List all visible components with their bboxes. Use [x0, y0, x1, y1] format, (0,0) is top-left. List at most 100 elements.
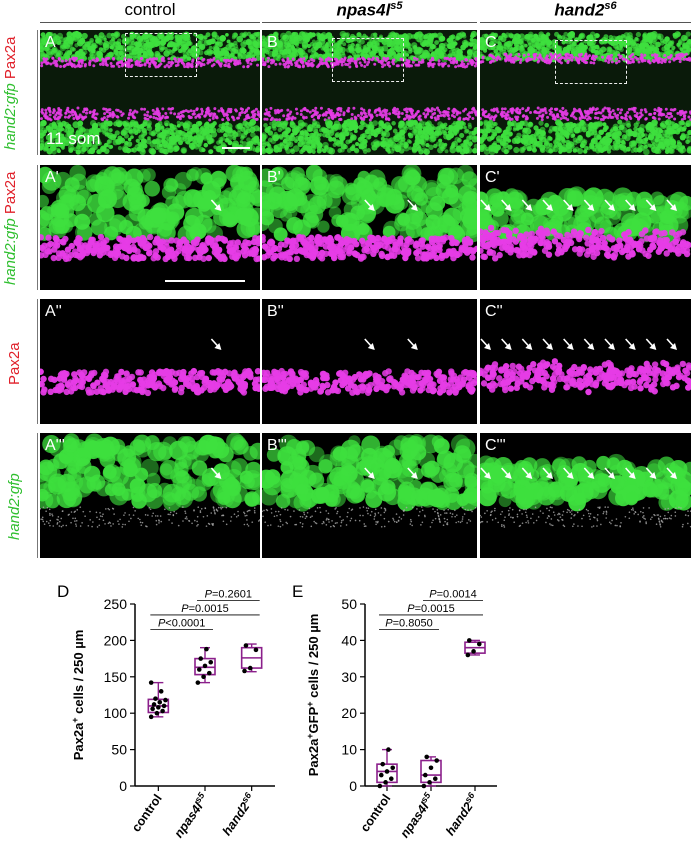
y-tick-label: 50: [111, 742, 127, 758]
arrow-marker: [210, 338, 222, 350]
arrow-marker: [407, 199, 418, 211]
scale-bar: [222, 147, 250, 149]
data-point: [201, 674, 206, 680]
data-point: [427, 780, 432, 785]
panel-label: A: [45, 34, 56, 51]
zoom-region-box: [332, 38, 404, 82]
row-label-A1: hand2:gfp Pax2a: [2, 172, 19, 285]
column-header-npas4l: npas4ls5: [262, 0, 477, 21]
data-point: [156, 705, 161, 710]
hand2-name: hand2: [554, 0, 605, 20]
data-point: [150, 706, 155, 712]
arrow-marker: [501, 338, 512, 350]
micrograph-image: [262, 30, 477, 155]
data-point: [163, 697, 168, 703]
data-point: [153, 696, 158, 701]
p-value-label: P=0.2601: [205, 588, 252, 600]
data-point: [208, 659, 214, 665]
panel-label: C'': [485, 303, 503, 320]
label-gfp: hand2:gfp: [6, 473, 23, 540]
y-tick-label: 150: [104, 669, 128, 685]
arrow-marker: [625, 199, 636, 211]
column-header-control: control: [124, 0, 176, 19]
data-point: [377, 783, 383, 789]
row-rule-A: [37, 30, 38, 155]
data-point: [432, 776, 438, 782]
chart-E: E 0 10 20 30 40 50 Pax2a+GFP+ cells / 250 µm con…: [292, 582, 497, 840]
arrow-marker: [501, 467, 512, 479]
arrow-marker: [604, 338, 615, 350]
micrograph-image: [480, 453, 691, 528]
data-point: [158, 689, 164, 694]
data-point: [383, 780, 388, 785]
arrow-marker: [480, 467, 491, 479]
data-point: [242, 668, 247, 674]
arrow-marker: [521, 338, 533, 350]
data-point: [206, 670, 212, 676]
p-value-label: P=0.8050: [385, 617, 432, 629]
data-point: [253, 647, 259, 653]
column-header-hand2: hand2s6: [480, 0, 691, 21]
panel-label: A': [45, 169, 59, 186]
row-label-A2: Pax2a: [6, 342, 23, 385]
micrograph-A1: A': [40, 165, 260, 290]
zoom-region-box: [555, 40, 627, 84]
micrograph-B2: B'': [262, 299, 477, 424]
arrow-marker: [583, 199, 595, 211]
data-point: [148, 680, 154, 685]
data-point: [160, 708, 165, 714]
row-rule-A1: [37, 165, 38, 290]
arrow-marker: [364, 467, 375, 479]
y-axis-label: Pax2a+ cells / 250 µm: [70, 630, 86, 761]
micrograph-image: [262, 165, 477, 263]
panel-label: C': [485, 169, 500, 186]
y-tick-label: 0: [119, 778, 127, 794]
arrow-marker: [625, 338, 636, 350]
chart-panel-label: E: [292, 582, 303, 601]
micrograph-C: C: [480, 30, 691, 155]
arrow-marker: [666, 199, 677, 211]
chart-D: D 0 50 100 150 200 250 Pax2a+ cells / 250 µm con…: [57, 582, 275, 840]
label-pax2a: Pax2a: [2, 36, 19, 80]
y-axis-label: Pax2a+GFP+ cells / 250 µm: [305, 614, 321, 777]
p-value-label: P=0.0015: [181, 603, 228, 615]
y-tick-label: 10: [341, 742, 357, 758]
data-point: [434, 758, 440, 763]
npas4l-allele: s5: [390, 0, 403, 12]
micrograph-image: [480, 338, 691, 396]
data-point: [424, 754, 430, 760]
data-point: [161, 703, 167, 709]
y-tick-label: 50: [341, 596, 357, 612]
label-gfp: hand2:gfp: [2, 218, 19, 285]
micrograph-A: 11 som A: [40, 30, 260, 155]
arrow-marker: [563, 467, 574, 479]
hand2-allele: s6: [604, 0, 617, 12]
arrow-marker: [480, 199, 491, 211]
y-tick-label: 100: [104, 705, 128, 721]
scale-bar: [165, 280, 245, 282]
arrow-marker: [542, 338, 553, 350]
x-tick-label: control: [358, 792, 394, 835]
npas4l-name: npas4l: [336, 0, 391, 20]
y-tick-label: 40: [341, 632, 357, 648]
panel-label: A'': [45, 303, 62, 320]
y-tick-label: 30: [341, 669, 357, 685]
row-rule-A2: [37, 299, 38, 424]
arrow-marker: [666, 338, 677, 350]
arrow-marker: [542, 199, 553, 211]
micrograph-C2: C'': [480, 299, 691, 424]
arrow-marker: [407, 467, 418, 479]
micrograph-B1: B': [262, 165, 477, 290]
chart-panel-label: D: [57, 582, 69, 601]
data-point: [247, 665, 253, 671]
zoom-region-box: [125, 33, 197, 77]
micrograph-image: [480, 30, 691, 155]
arrow-marker: [521, 467, 533, 479]
micrograph-C3: C''': [480, 433, 691, 558]
label-pax2a: Pax2a: [2, 171, 19, 215]
y-tick-label: 20: [341, 705, 357, 721]
micrograph-image: [40, 433, 260, 528]
data-point: [148, 714, 154, 720]
micrograph-image: [262, 434, 477, 528]
x-tick-label: hand2s6: [441, 790, 482, 838]
